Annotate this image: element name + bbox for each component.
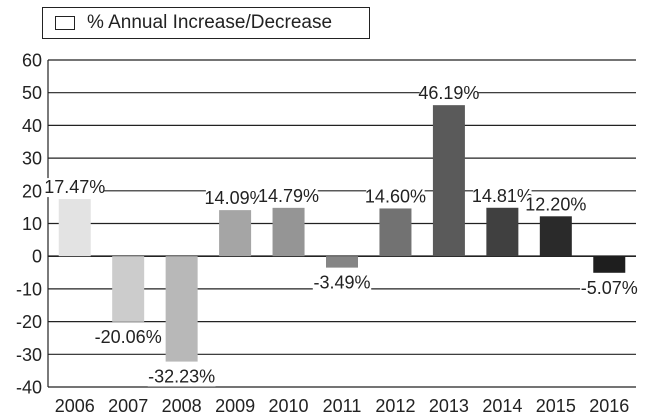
data-label-backdrop — [580, 278, 639, 298]
data-label-backdrop — [205, 189, 265, 209]
x-tick-label: 2011 — [323, 396, 362, 416]
y-tick-label: -20 — [16, 312, 42, 332]
data-label: 14.81% — [472, 186, 533, 206]
data-label: 14.79% — [258, 186, 319, 206]
data-label: -20.06% — [95, 327, 162, 347]
data-label-backdrop — [45, 178, 104, 198]
y-tick-label: -40 — [16, 378, 42, 398]
y-tick-label: -10 — [16, 279, 42, 299]
y-tick-label: 10 — [22, 214, 42, 234]
legend-swatch — [55, 16, 75, 30]
data-label: -5.07% — [581, 278, 638, 298]
bar — [539, 216, 572, 257]
bar — [432, 105, 465, 257]
data-label: 14.60% — [365, 186, 426, 206]
x-tick-label: 2015 — [536, 396, 576, 416]
data-label-backdrop — [312, 273, 372, 293]
legend: % Annual Increase/Decrease — [42, 7, 370, 39]
bar — [58, 199, 91, 257]
y-axis: 60 50 40 30 20 10 0 -10 -20 -30 -40 — [16, 51, 49, 398]
y-tick-label: 30 — [22, 149, 42, 169]
bar — [272, 207, 305, 257]
gridlines — [48, 59, 636, 388]
data-label: 17.47% — [44, 177, 105, 197]
y-tick-label: 60 — [22, 51, 42, 71]
x-tick-label: 2006 — [55, 396, 95, 416]
data-label-backdrop — [366, 187, 425, 207]
bar — [379, 208, 412, 257]
y-tick-label: 0 — [32, 247, 42, 267]
x-tick-label: 2013 — [429, 396, 469, 416]
x-tick-label: 2009 — [215, 396, 255, 416]
data-label-backdrop — [473, 186, 532, 206]
y-tick-label: 40 — [22, 116, 42, 136]
data-label: 12.20% — [525, 194, 586, 214]
data-label-backdrop — [526, 195, 586, 215]
y-tick-label: 20 — [22, 181, 42, 201]
bar — [486, 207, 519, 257]
x-tick-label: 2012 — [375, 396, 415, 416]
legend-label: % Annual Increase/Decrease — [87, 12, 333, 33]
data-label-backdrop — [259, 186, 318, 206]
bar — [165, 256, 198, 362]
data-label-backdrop — [147, 367, 216, 387]
x-tick-label: 2008 — [162, 396, 202, 416]
x-tick-label: 2016 — [589, 396, 629, 416]
bars — [58, 105, 626, 362]
x-tick-label: 2010 — [269, 396, 309, 416]
data-label: -3.49% — [313, 273, 370, 293]
data-labels: 17.47% -20.06% -32.23% 14.09%14.79% -3.49% 14… — [44, 83, 639, 387]
y-tick-label: -30 — [16, 345, 42, 365]
bar — [593, 256, 626, 273]
data-label-backdrop — [419, 84, 479, 104]
data-label: 46.19% — [418, 83, 479, 103]
y-tick-label: 50 — [22, 83, 42, 103]
bar — [219, 210, 252, 257]
bar — [112, 256, 145, 322]
x-tick-label: 2007 — [108, 396, 148, 416]
data-label-backdrop — [94, 327, 163, 347]
x-tick-label: 2014 — [482, 396, 522, 416]
data-label: -32.23% — [148, 367, 215, 387]
bar — [326, 256, 358, 268]
x-axis: 2006 2007 2008 2009 2010 2011 2012 2013 2014 2015… — [55, 396, 630, 416]
data-label: 14.09% — [205, 188, 266, 208]
